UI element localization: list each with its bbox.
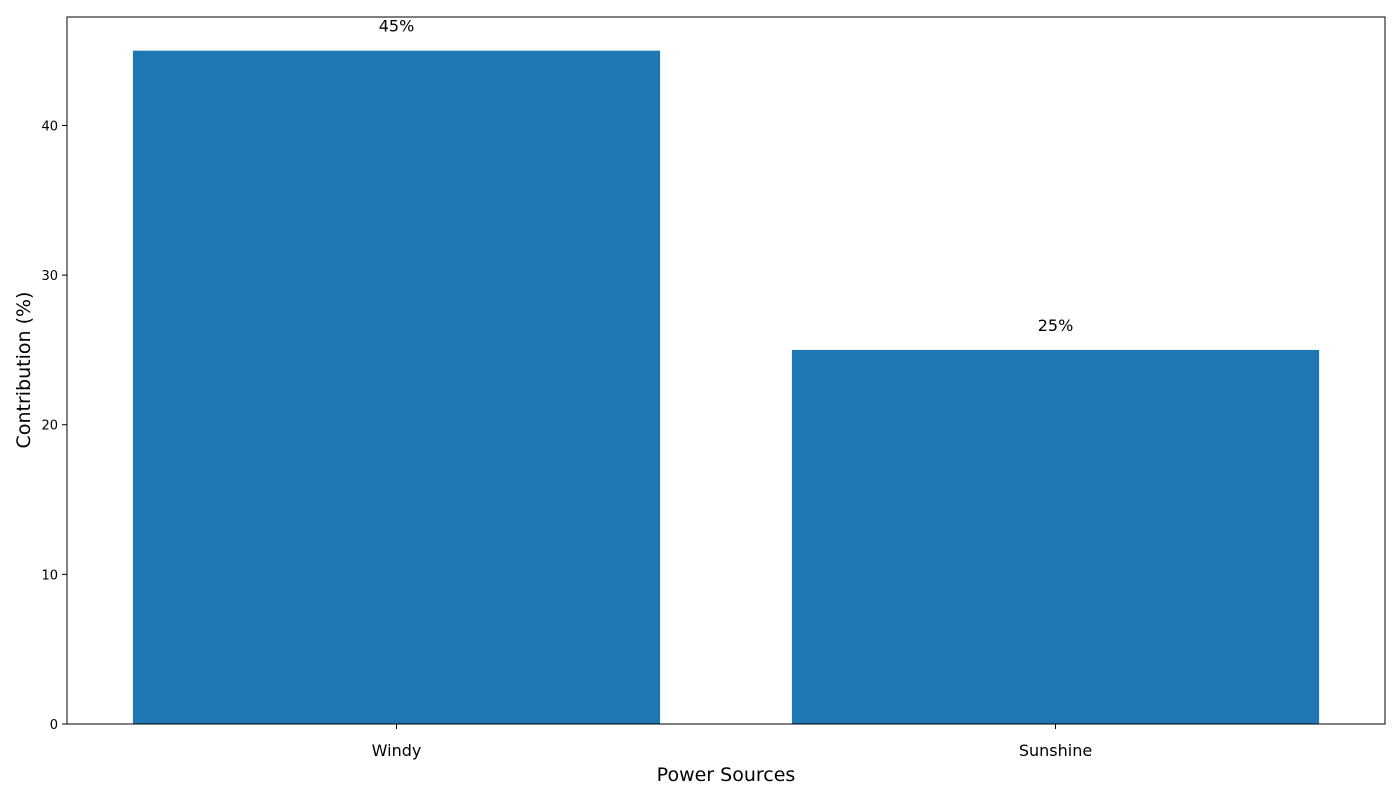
bars-layer (132, 50, 1320, 724)
y-tick-label: 10 (41, 568, 58, 583)
x-tick-label-sunshine: Sunshine (1019, 741, 1092, 760)
y-axis-title: Contribution (%) (13, 292, 35, 449)
data-label-windy: 45% (379, 17, 415, 36)
x-tick-label-windy: Windy (372, 741, 422, 760)
y-tick-label: 0 (50, 718, 58, 733)
bar-sunshine (791, 349, 1320, 724)
x-axis-title: Power Sources (657, 764, 796, 786)
x-axis: Windy Sunshine (372, 724, 1092, 760)
plot-frame (66, 16, 1386, 725)
y-tick-label: 20 (41, 419, 58, 434)
y-tick-label: 30 (41, 269, 58, 284)
y-axis: 0 10 20 30 40 (41, 119, 67, 733)
y-tick-label: 40 (41, 119, 58, 134)
data-label-sunshine: 25% (1038, 316, 1074, 335)
bar-windy (132, 50, 661, 724)
data-labels-layer: 45% 25% (379, 17, 1074, 335)
